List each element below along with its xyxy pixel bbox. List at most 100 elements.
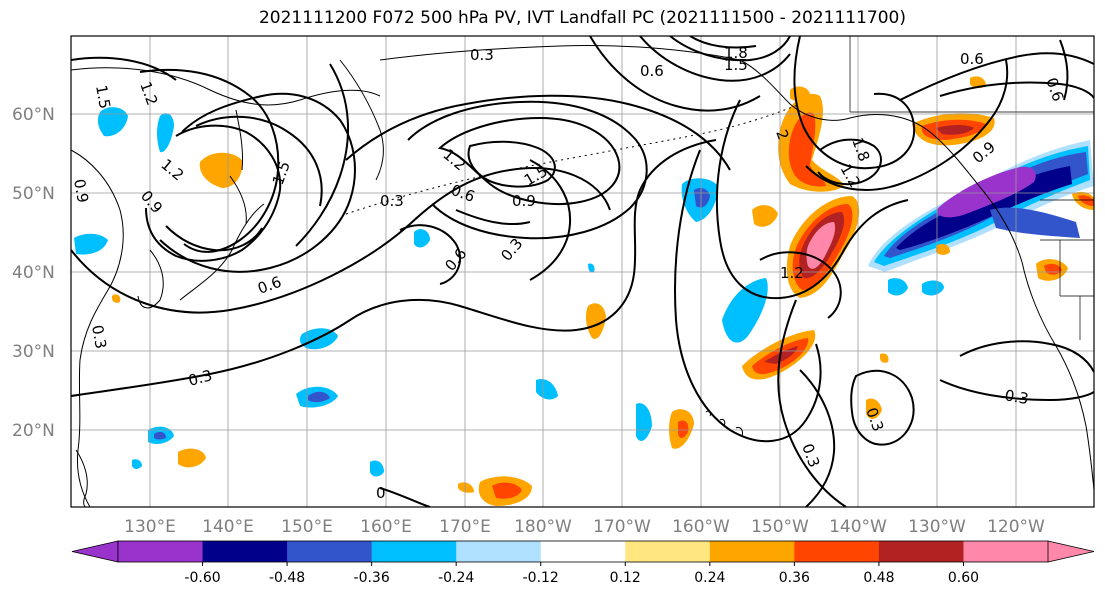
contour-label: 0.9 <box>70 178 92 205</box>
latitude-label: 50°N <box>12 184 55 204</box>
coast-japan <box>179 175 265 301</box>
contour-line <box>817 138 882 186</box>
coast-kamchatka <box>339 59 384 181</box>
negative-blob-small-a <box>132 459 142 469</box>
contour-line <box>295 63 349 247</box>
contour-line <box>589 36 761 112</box>
map-frame <box>70 35 1095 508</box>
contour-label: 1.5 <box>92 84 114 111</box>
coast-sakhalin <box>235 109 243 171</box>
colorbar-segment <box>371 541 457 562</box>
longitude-label: 120°W <box>987 517 1045 537</box>
colorbar-tick-label: 0.36 <box>779 570 810 586</box>
colorbar-segment <box>202 541 288 562</box>
colorbar-segment <box>794 541 880 562</box>
contour-line <box>71 167 611 314</box>
coast-asia <box>71 149 124 507</box>
contour-line <box>437 116 621 205</box>
positive-blob-small-a <box>880 353 889 363</box>
chart-title: 2021111200 F072 500 hPa PV, IVT Landfall… <box>258 8 906 28</box>
longitude-label: 180°W <box>514 517 572 537</box>
colorbar-tick-label: -0.12 <box>523 570 559 586</box>
contour-line <box>529 159 571 281</box>
pv-contours <box>71 36 1094 507</box>
contour-line <box>805 59 1009 191</box>
latitude-label: 20°N <box>12 421 55 441</box>
longitude-label: 170°W <box>593 517 651 537</box>
latitude-label: 60°N <box>12 105 55 125</box>
negative-blob-south-1-core <box>154 431 166 440</box>
contour-label: 0.3 <box>88 324 110 351</box>
colorbar-tick-label: -0.60 <box>184 570 220 586</box>
negative-band-navy <box>896 166 1072 250</box>
colorbar-segment <box>456 541 542 562</box>
longitude-label: 160°W <box>672 517 730 537</box>
contour-line <box>674 149 822 443</box>
contour-label: 0.3 <box>186 366 214 390</box>
negative-blob-south-4 <box>636 403 652 441</box>
contour-line <box>1059 39 1069 101</box>
contour-label: 0.3 <box>380 192 404 210</box>
coastlines <box>71 45 1094 507</box>
positive-lobe-ak-dark <box>936 125 974 135</box>
coast-aleutians <box>345 103 801 215</box>
contour-line <box>959 340 1094 373</box>
colorbar-segment <box>287 541 373 562</box>
contour-line <box>689 36 757 49</box>
contour-line <box>455 209 531 226</box>
contour-line <box>165 225 263 252</box>
colorbar-tick-label: -0.36 <box>354 570 390 586</box>
negative-blob-mid-2-core <box>308 391 330 403</box>
colorbar-segment <box>878 541 964 562</box>
contour-line <box>793 36 916 170</box>
contour-line <box>939 81 1094 99</box>
longitude-label: 170°E <box>439 517 491 537</box>
contour-line <box>379 487 431 507</box>
contour-line <box>850 370 915 446</box>
contour-line <box>71 56 177 81</box>
coast-korea <box>137 249 164 309</box>
longitude-label: 150°W <box>751 517 809 537</box>
colorbar-extend-low <box>71 540 119 563</box>
positive-lobe-nw-core <box>788 112 826 187</box>
colorbar-tick-label: -0.48 <box>269 570 305 586</box>
contour-line <box>467 140 556 188</box>
latitude-axis: 60°N 50°N 40°N 30°N 20°N <box>12 105 55 441</box>
colorbar-segment <box>118 541 204 562</box>
coast-philippines <box>75 449 88 507</box>
latitude-label: 30°N <box>12 342 55 362</box>
contour-line <box>715 99 909 300</box>
contour-line <box>639 36 791 82</box>
contour-label: 0.9 <box>512 192 536 210</box>
positive-blob-tropical-3 <box>585 303 606 339</box>
latitude-label: 40°N <box>12 263 55 283</box>
positive-blob-small-d <box>112 294 121 303</box>
colorbar-frame <box>117 540 1049 563</box>
contour-label: 0 <box>376 484 386 502</box>
colorbar-tick-label: 0.24 <box>694 570 725 586</box>
colorbar-extend-high <box>1047 540 1095 563</box>
longitude-label: 140°E <box>202 517 254 537</box>
positive-blob-gulf-small <box>752 205 778 227</box>
contour-line <box>195 115 323 207</box>
colorbar-tick-label: 0.48 <box>863 570 894 586</box>
colorbar-segment <box>625 541 711 562</box>
negative-blob-small-b <box>588 263 595 273</box>
positive-blob-small-b <box>458 482 474 493</box>
positive-blob-small-c <box>970 76 986 89</box>
contour-label: 0.3 <box>470 46 494 64</box>
colorbar-tick-label: 0.12 <box>610 570 641 586</box>
contour-line <box>345 94 731 171</box>
contour-line <box>145 124 282 262</box>
colorbar-segment <box>709 541 795 562</box>
coast-alaska <box>739 59 1023 263</box>
positive-blob-baja <box>866 398 882 419</box>
contour-line <box>159 92 356 273</box>
contour-line <box>71 139 717 397</box>
coast-siberia <box>379 45 741 61</box>
contour-label: 0.6 <box>960 50 984 68</box>
longitude-label: 140°W <box>829 517 887 537</box>
contour-line <box>669 36 791 62</box>
contour-line <box>939 379 1094 402</box>
